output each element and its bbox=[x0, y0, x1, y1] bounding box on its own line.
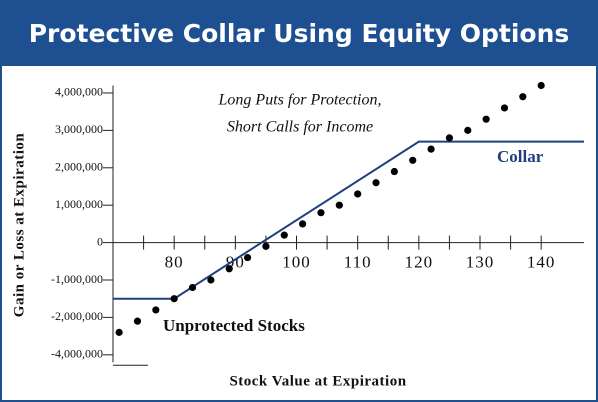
y-tick-label: -4,000,000 bbox=[51, 347, 103, 361]
x-tick-label: 110 bbox=[344, 253, 372, 272]
data-point bbox=[299, 220, 307, 228]
x-tick-label: 120 bbox=[405, 253, 434, 272]
data-point bbox=[500, 104, 509, 112]
x-tick-label: 140 bbox=[527, 253, 556, 272]
data-point bbox=[427, 145, 435, 153]
data-point bbox=[280, 231, 288, 239]
annotation: Long Puts for Protection, bbox=[218, 92, 382, 109]
data-point bbox=[262, 242, 270, 250]
x-axis-title: Stock Value at Expiration bbox=[229, 373, 406, 389]
data-point bbox=[445, 134, 454, 142]
y-tick-label: -1,000,000 bbox=[51, 272, 103, 286]
x-tick-label: 130 bbox=[466, 253, 495, 272]
data-point bbox=[225, 265, 233, 273]
y-tick-label: 3,000,000 bbox=[55, 122, 103, 136]
collar-line bbox=[113, 140, 584, 300]
series-label: Collar bbox=[497, 147, 544, 166]
data-point bbox=[390, 167, 398, 176]
y-axis-title: Gain or Loss at Expiration bbox=[11, 133, 27, 318]
x-tick-label: 100 bbox=[282, 253, 311, 272]
x-tick-label: 80 bbox=[165, 253, 184, 272]
data-point bbox=[482, 115, 490, 123]
y-tick-label: 0 bbox=[97, 234, 103, 248]
data-point bbox=[519, 93, 527, 101]
data-point bbox=[133, 317, 142, 325]
data-point bbox=[207, 276, 215, 284]
chart-title: Protective Collar Using Equity Options bbox=[29, 19, 570, 48]
data-point bbox=[152, 306, 160, 314]
title-banner bbox=[0, 0, 598, 66]
data-point bbox=[115, 328, 123, 336]
data-point bbox=[354, 190, 362, 198]
annotation: Short Calls for Income bbox=[227, 119, 373, 136]
data-point bbox=[188, 283, 197, 292]
data-point bbox=[409, 156, 417, 164]
data-point bbox=[372, 179, 380, 187]
series-label: Unprotected Stocks bbox=[163, 316, 305, 335]
y-tick-label: 2,000,000 bbox=[55, 160, 103, 174]
data-point bbox=[464, 126, 472, 134]
data-point bbox=[537, 81, 545, 90]
y-tick-label: 4,000,000 bbox=[55, 85, 103, 99]
y-tick-label: -2,000,000 bbox=[51, 309, 103, 323]
data-point bbox=[243, 253, 252, 262]
data-point bbox=[335, 201, 343, 209]
y-tick-label: 1,000,000 bbox=[55, 197, 103, 211]
data-point bbox=[170, 295, 178, 303]
data-point bbox=[317, 209, 325, 217]
